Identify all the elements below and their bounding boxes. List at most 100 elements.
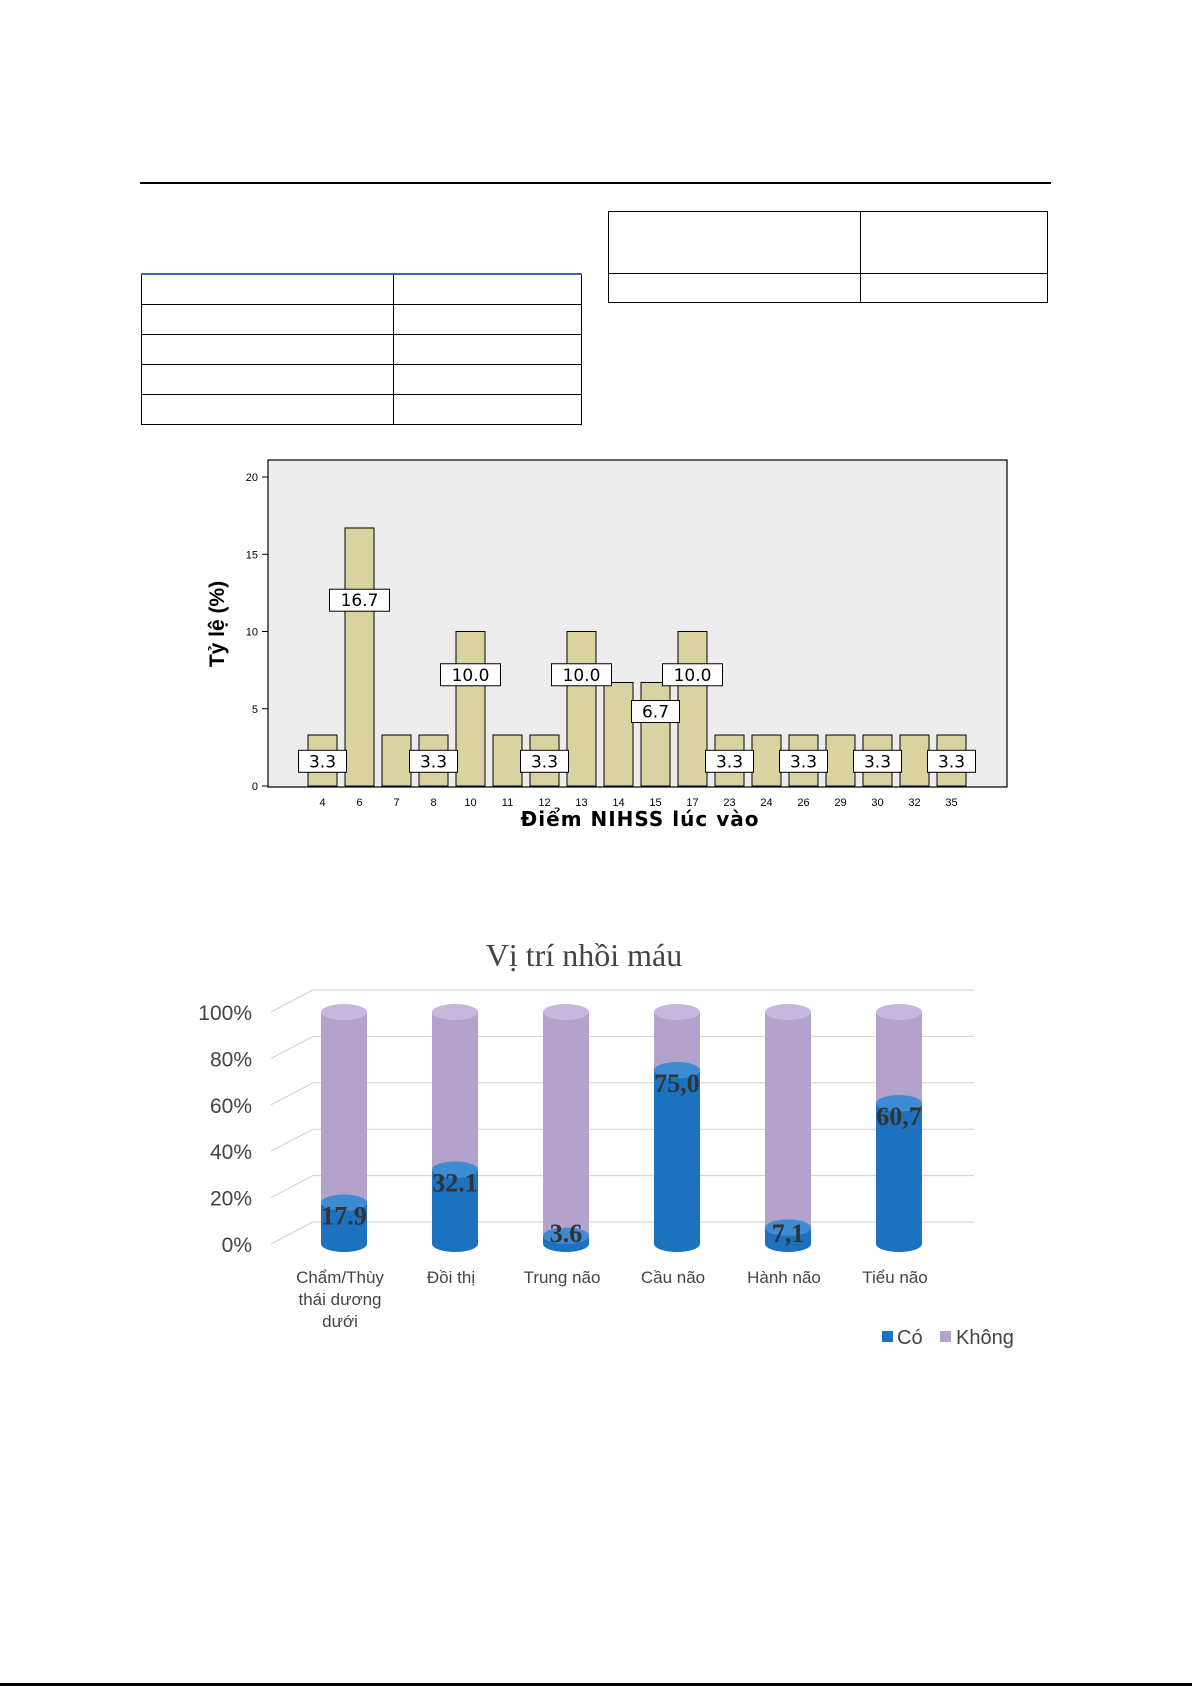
chart2-data-label: 17.9 <box>321 1201 367 1230</box>
chart1-data-label-box <box>927 749 976 773</box>
legend-swatch-khong <box>940 1331 951 1342</box>
chart1-xtick-label: 10 <box>464 797 476 809</box>
table-cell <box>393 273 582 305</box>
chart2-cylinder-join <box>321 1194 367 1211</box>
chart1-xtick-label: 13 <box>575 797 587 809</box>
table-cell <box>608 273 861 303</box>
header-rule <box>140 182 1051 184</box>
chart1-data-label: 10.0 <box>563 666 601 686</box>
chart1-bar <box>344 527 375 787</box>
chart1-ytick-label: 10 <box>246 627 258 639</box>
footer-rule <box>0 1683 1192 1686</box>
chart2-xtick-label: Chẩm/Thùy <box>296 1268 384 1287</box>
chart1-data-label: 3.3 <box>309 752 336 772</box>
chart1-data-label: 10.0 <box>452 666 490 686</box>
legend-swatch-co <box>882 1331 893 1342</box>
nihss-bar-chart: 0 5 10 15 20 4 6 7 8 10 11 12 13 14 15 17 23 24 26 29 30 32 3… <box>206 459 1008 831</box>
table-left <box>141 273 582 425</box>
chart1-data-label: 3.3 <box>864 752 891 772</box>
chart1-ytick-label: 20 <box>246 472 258 484</box>
chart1-data-label: 10.0 <box>674 666 712 686</box>
chart2-segment-co <box>432 1169 478 1252</box>
chart2-segment-khong <box>654 1012 700 1078</box>
chart2-grid-diagonal <box>270 1175 314 1199</box>
chart2-segment-khong <box>876 1012 922 1112</box>
chart2-segment-khong <box>543 1012 589 1244</box>
table-right <box>608 211 1048 303</box>
chart2-ytick-label: 60% <box>210 1095 252 1118</box>
chart1-data-label-box <box>329 588 390 612</box>
chart2-xtick-label: Đồi thị <box>427 1268 475 1287</box>
chart2-legend: Có Không <box>882 1327 1014 1349</box>
legend-label-khong: Không <box>956 1327 1014 1349</box>
chart2-ytick-label: 80% <box>210 1048 252 1071</box>
table-cell <box>141 394 394 425</box>
table-cell <box>860 211 1048 274</box>
table-row <box>141 273 582 305</box>
table-cell <box>141 364 394 395</box>
chart2-ytick-label: 20% <box>210 1188 252 1211</box>
table-cell <box>393 394 582 425</box>
table-row <box>608 273 1048 303</box>
chart2-cylinder-join <box>543 1227 589 1244</box>
chart2-segment-co <box>765 1227 811 1252</box>
chart1-ytick-label: 5 <box>252 704 258 716</box>
chart1-xtick-label: 35 <box>945 797 957 809</box>
chart1-data-label-box <box>631 699 680 723</box>
chart2-segment-co <box>876 1103 922 1252</box>
chart2-segment-co <box>543 1235 589 1252</box>
chart1-bar <box>492 734 523 787</box>
chart2-cylinder-join <box>765 1219 811 1236</box>
table-cell <box>393 364 582 395</box>
chart1-data-label: 3.3 <box>716 752 743 772</box>
chart2-grid-diagonal <box>270 1082 314 1106</box>
chart1-data-label: 16.7 <box>341 591 379 611</box>
chart1-xtick-label: 15 <box>649 797 661 809</box>
chart2-grid-diagonal <box>270 1221 314 1245</box>
chart1-bar <box>381 734 412 787</box>
chart2-xtick-label: Hành não <box>747 1268 821 1287</box>
chart2-cylinder-join <box>432 1161 478 1178</box>
chart2-segment-khong <box>432 1012 478 1178</box>
chart1-xtick-label: 14 <box>612 797 624 809</box>
table-cell <box>860 273 1048 303</box>
chart2-data-label: 3.6 <box>550 1219 583 1248</box>
chart1-bar <box>455 631 486 787</box>
chart1-xtick-label: 29 <box>834 797 846 809</box>
chart1-data-label: 3.3 <box>420 752 447 772</box>
chart1-data-label-box <box>853 749 902 773</box>
chart1-xtick-label: 11 <box>502 797 513 809</box>
chart1-bar <box>899 734 930 787</box>
chart2-xtick-label: dưới <box>322 1312 358 1331</box>
chart2-ytick-label: 40% <box>210 1141 252 1164</box>
chart1-bar <box>566 631 597 787</box>
chart2-data-label: 60,7 <box>876 1102 922 1131</box>
chart2-cylinder-top <box>876 1004 922 1020</box>
chart1-data-label-box <box>298 749 347 773</box>
chart2-cylinder-top <box>543 1004 589 1020</box>
chart1-xtick-label: 23 <box>723 797 735 809</box>
chart2-cylinder-top <box>432 1004 478 1020</box>
chart1-data-label-box <box>662 663 723 687</box>
chart2-ytick-label: 0% <box>222 1234 252 1257</box>
chart2-data-label: 7,1 <box>772 1219 805 1248</box>
chart2-xtick-label: Tiểu não <box>862 1268 928 1287</box>
chart2-xtick-label: thái dương <box>298 1290 381 1309</box>
legend-label-co: Có <box>897 1327 923 1349</box>
chart2-segment-khong <box>321 1012 367 1211</box>
chart2-cylinder-join <box>654 1062 700 1078</box>
chart1-xtick-label: 17 <box>686 797 698 809</box>
table-cell <box>141 273 394 305</box>
chart1-xtick-label: 24 <box>760 797 772 809</box>
chart1-xtick-label: 30 <box>871 797 883 809</box>
chart2-xtick-label: Cầu não <box>641 1268 705 1287</box>
chart1-data-label-box <box>779 749 828 773</box>
chart1-ylabel: Tỷ lệ (%) <box>206 581 229 667</box>
chart1-xtick-label: 7 <box>393 797 399 809</box>
table-row <box>141 394 582 425</box>
chart1-data-label-box <box>705 749 754 773</box>
chart1-data-label: 3.3 <box>531 752 558 772</box>
chart1-bar <box>677 631 708 787</box>
chart2-data-label: 75,0 <box>654 1069 700 1098</box>
